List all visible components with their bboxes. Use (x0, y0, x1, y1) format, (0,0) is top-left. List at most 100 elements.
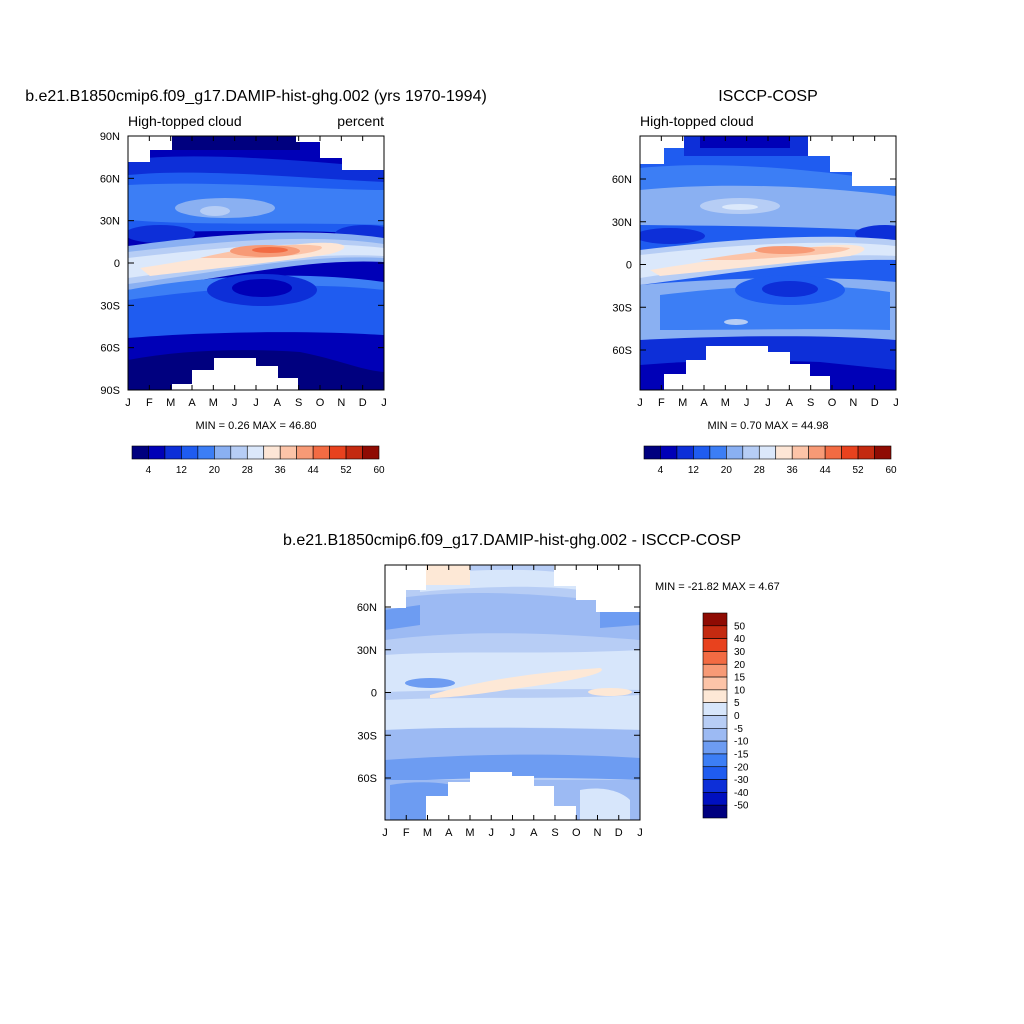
colorbar-swatch (702, 651, 728, 665)
x-tick-label: A (188, 397, 196, 409)
colorbar-swatch (660, 445, 678, 460)
x-tick-label: S (551, 827, 558, 839)
colorbar-label: 30 (734, 647, 746, 658)
y-tick-label: 60S (100, 343, 120, 355)
colorbar-label: 0 (734, 711, 740, 722)
colorbar-swatch (702, 753, 728, 768)
colorbar-label: 50 (734, 621, 746, 632)
panel1-title: b.e21.B1850cmip6.f09_g17.DAMIP-hist-ghg.… (25, 88, 487, 105)
colorbar-swatch (702, 804, 728, 819)
x-tick-label: J (510, 827, 516, 839)
colorbar-swatch (263, 445, 281, 460)
colorbar-label: 12 (176, 465, 188, 476)
panel2-contour-field (640, 136, 896, 390)
colorbar-swatch (702, 792, 728, 806)
x-tick-label: N (594, 827, 602, 839)
panel2-axis-ticks: J F M A M J J A S O N D J 60N 30N 0 30S 60S (612, 136, 899, 409)
colorbar-swatch (702, 638, 728, 652)
colorbar-label: 4 (658, 465, 664, 476)
x-tick-label: A (530, 827, 538, 839)
colorbar-swatch (362, 445, 380, 460)
x-tick-label: D (871, 397, 879, 409)
colorbar-swatch (702, 676, 728, 691)
x-tick-label: A (786, 397, 794, 409)
colorbar-label: -15 (734, 749, 749, 760)
x-tick-label: F (146, 397, 153, 409)
panel1-units-label: percent (337, 113, 384, 129)
colorbar-label: -5 (734, 724, 743, 735)
colorbar-swatch (279, 445, 297, 460)
y-tick-label: 60N (357, 602, 377, 614)
colorbar-label: 28 (754, 465, 766, 476)
colorbar-label: 20 (721, 465, 733, 476)
colorbar-label: -10 (734, 737, 749, 748)
colorbar-label: 40 (734, 634, 746, 645)
colorbar-label: 36 (787, 465, 799, 476)
x-tick-label: A (445, 827, 453, 839)
colorbar-swatch (824, 445, 842, 460)
panel2-title: ISCCP-COSP (718, 88, 818, 105)
colorbar-label: 52 (853, 465, 865, 476)
colorbar-swatch (246, 445, 265, 460)
y-tick-label: 0 (371, 688, 377, 700)
y-tick-label: 60S (357, 773, 377, 785)
panel3-title: b.e21.B1850cmip6.f09_g17.DAMIP-hist-ghg.… (283, 532, 741, 549)
y-tick-label: 30S (100, 300, 120, 312)
colorbar-swatch (702, 740, 728, 755)
colorbar-swatch (164, 445, 182, 460)
y-tick-label: 30S (357, 730, 377, 742)
colorbar-swatch (345, 445, 363, 460)
colorbar-swatch (131, 445, 149, 460)
colorbar-label: 60 (885, 465, 897, 476)
colorbar-label: -20 (734, 762, 749, 773)
colorbar-label: 15 (734, 673, 746, 684)
x-tick-label: D (615, 827, 623, 839)
colorbar-swatch (693, 445, 711, 460)
colorbar-swatch (702, 625, 728, 639)
x-tick-label: F (658, 397, 665, 409)
colorbar-swatch (709, 445, 727, 460)
x-tick-label: J (253, 397, 259, 409)
panel1-contour-field (128, 136, 384, 390)
colorbar-swatch (702, 663, 728, 678)
colorbar-swatch (857, 445, 875, 460)
x-tick-label: M (465, 827, 474, 839)
colorbar-swatch (841, 445, 859, 460)
colorbar-swatch (296, 445, 314, 460)
x-tick-label: S (295, 397, 302, 409)
x-tick-label: O (316, 397, 325, 409)
colorbar-swatch (726, 445, 744, 460)
colorbar-swatch (148, 445, 166, 460)
x-tick-label: S (807, 397, 814, 409)
colorbar-swatch (312, 445, 330, 460)
y-tick-label: 30N (357, 645, 377, 657)
colorbar-swatch (791, 445, 809, 460)
x-tick-label: J (125, 397, 131, 409)
y-tick-label: 60S (612, 345, 632, 357)
y-tick-label: 60N (100, 173, 120, 185)
x-tick-label: J (893, 397, 899, 409)
x-tick-label: A (274, 397, 282, 409)
x-tick-label: J (637, 397, 643, 409)
colorbar-swatch (874, 445, 892, 460)
colorbar-swatch (702, 702, 728, 716)
colorbar-swatch (775, 445, 793, 460)
x-tick-label: M (166, 397, 175, 409)
colorbar-swatch (676, 445, 694, 460)
colorbar-label: -40 (734, 788, 749, 799)
panel2-variable-label: High-topped cloud (640, 113, 754, 129)
colorbar-label: 10 (734, 685, 746, 696)
x-tick-label: M (423, 827, 432, 839)
panel1-min-max: MIN = 0.26 MAX = 46.80 (195, 420, 316, 432)
x-tick-label: J (744, 397, 750, 409)
x-tick-label: O (828, 397, 837, 409)
colorbar-swatch (197, 445, 215, 460)
y-tick-label: 30N (612, 217, 632, 229)
colorbar-label: 4 (146, 465, 152, 476)
colorbar-swatch (643, 445, 661, 460)
colorbar-swatch (702, 689, 728, 703)
x-tick-label: F (403, 827, 410, 839)
y-tick-label: 60N (612, 174, 632, 186)
